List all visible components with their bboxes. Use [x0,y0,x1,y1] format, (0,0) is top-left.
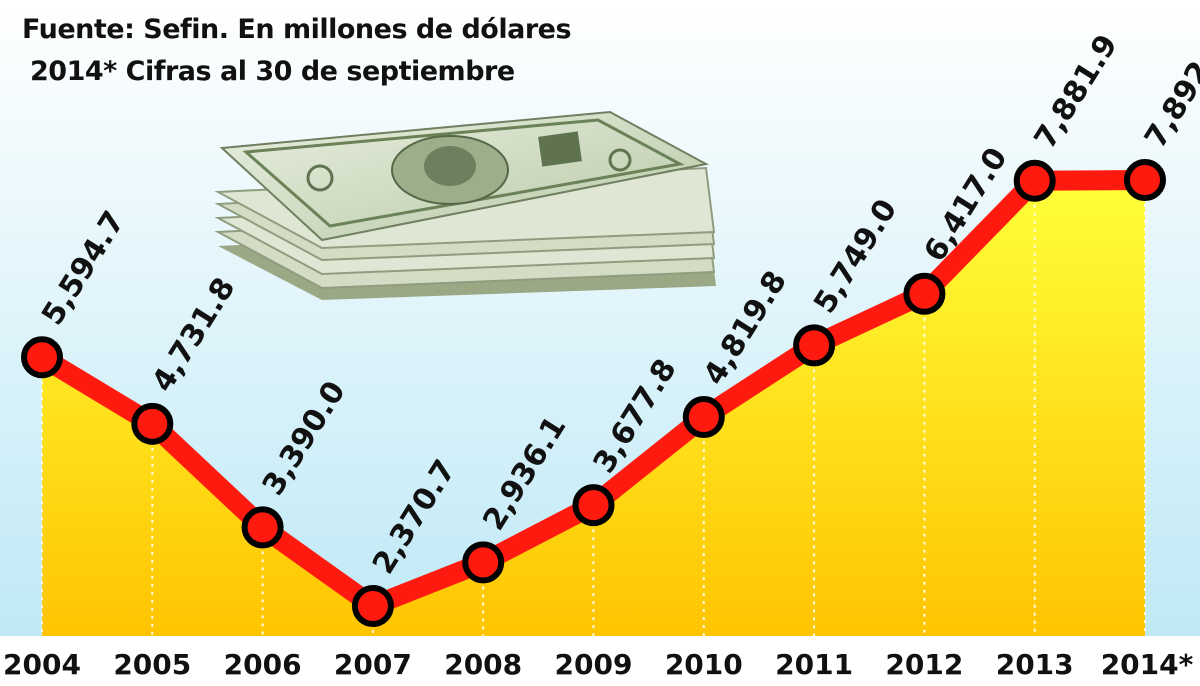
year-label-2004: 2004 [3,648,81,681]
year-label-2007: 2007 [334,648,412,681]
year-label-2012: 2012 [885,648,963,681]
data-point-2006 [241,506,284,549]
data-point-2009 [572,484,615,527]
area-fill [42,180,1145,636]
year-label-2010: 2010 [665,648,743,681]
year-label-2006: 2006 [224,648,302,681]
data-point-2011 [793,324,836,367]
source-note: Fuente: Sefin. En millones de dólares [22,14,572,45]
year-label-2011: 2011 [775,648,853,681]
area-polygon [42,180,1145,636]
year-label-2005: 2005 [113,648,191,681]
data-point-2013 [1013,159,1056,202]
year-label-2009: 2009 [555,648,633,681]
data-point-2010 [682,396,725,439]
year-label-2014: 2014* [1101,648,1194,681]
data-point-2014 [1124,159,1166,201]
x-axis-tick-labels: 2004 2005 2006 2007 2008 2009 2010 2011 2012 2013… [3,648,1194,681]
data-point-2005 [131,402,174,445]
year-label-2013: 2013 [996,648,1074,681]
data-point-2008 [462,541,505,584]
dollar-bills-icon [214,110,716,300]
axis-band [0,636,1200,686]
data-point-2004 [21,336,63,379]
year-label-2008: 2008 [444,648,522,681]
data-point-2007 [351,585,394,627]
drop-lines [41,204,1146,636]
data-markers [21,159,1166,627]
data-point-2012 [903,272,946,315]
date-note: 2014* Cifras al 30 de septiembre [30,56,515,87]
